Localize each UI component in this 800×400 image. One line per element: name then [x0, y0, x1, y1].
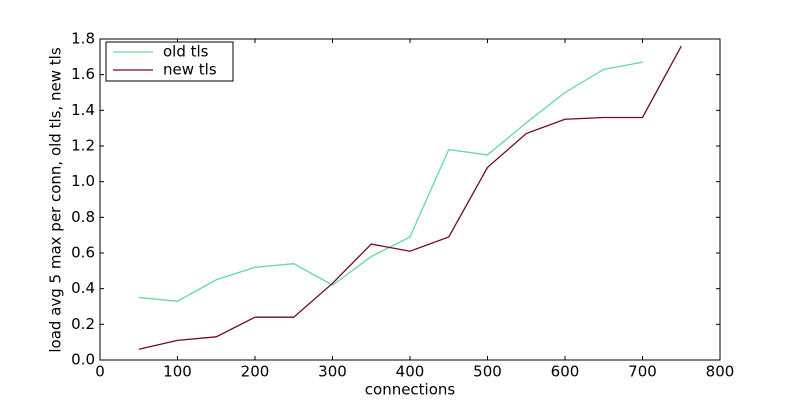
- x-axis-label: connections: [365, 381, 456, 399]
- y-tick-label: 0.8: [71, 208, 95, 226]
- x-tick-label: 0: [95, 363, 105, 381]
- x-tick-label: 700: [628, 363, 657, 381]
- legend-label: old tls: [163, 43, 209, 61]
- x-tick-label: 200: [241, 363, 270, 381]
- x-tick-label: 500: [473, 363, 502, 381]
- y-tick-label: 1.4: [71, 101, 95, 119]
- y-tick-label: 0.4: [71, 279, 95, 297]
- y-tick-label: 0.6: [71, 244, 95, 262]
- x-tick-label: 400: [396, 363, 425, 381]
- x-tick-label: 100: [163, 363, 192, 381]
- y-axis-label: load avg 5 max per conn, old tls, new tl…: [47, 47, 65, 352]
- series-line: [138, 45, 682, 350]
- x-tick-label: 300: [318, 363, 347, 381]
- y-tick-label: 0.2: [71, 315, 95, 333]
- legend-label: new tls: [163, 61, 217, 79]
- plot-frame: [99, 38, 721, 361]
- y-tick-label: 0.0: [71, 351, 95, 369]
- x-tick-label: 800: [706, 363, 735, 381]
- y-tick-label: 1.8: [71, 30, 95, 48]
- series-line: [138, 61, 643, 302]
- y-tick-label: 1.6: [71, 65, 95, 83]
- legend-box: [105, 41, 234, 82]
- y-tick-label: 1.0: [71, 172, 95, 190]
- x-tick-label: 600: [551, 363, 580, 381]
- y-tick-label: 1.2: [71, 137, 95, 155]
